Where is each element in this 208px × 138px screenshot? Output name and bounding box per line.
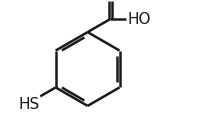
Text: HO: HO [127, 12, 151, 27]
Text: HS: HS [18, 97, 40, 112]
Text: O: O [0, 137, 1, 138]
